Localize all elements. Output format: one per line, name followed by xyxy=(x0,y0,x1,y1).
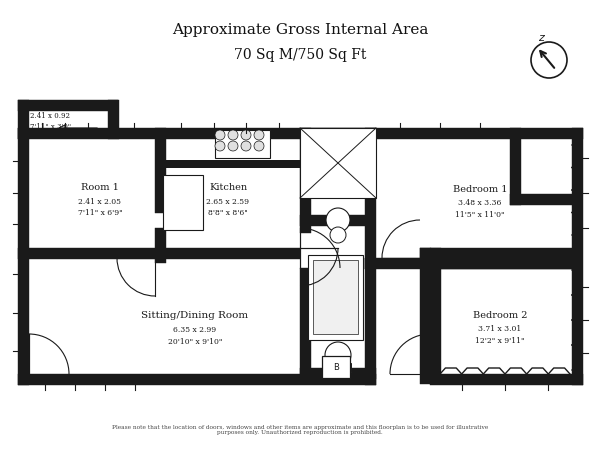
Circle shape xyxy=(228,130,238,140)
Bar xyxy=(18,128,583,385)
Bar xyxy=(163,160,300,168)
Text: 2.65 x 2.59: 2.65 x 2.59 xyxy=(206,198,250,206)
Bar xyxy=(430,374,583,385)
Circle shape xyxy=(330,227,346,243)
Bar xyxy=(155,228,166,263)
Bar xyxy=(322,356,350,378)
Bar xyxy=(313,260,358,334)
Bar xyxy=(365,258,376,269)
Text: Balcony: Balcony xyxy=(30,101,64,109)
Bar xyxy=(300,268,311,374)
Text: Sitting/Dining Room: Sitting/Dining Room xyxy=(142,311,248,319)
Text: 2.41 x 2.05: 2.41 x 2.05 xyxy=(79,198,121,206)
Bar xyxy=(300,128,376,139)
Bar xyxy=(430,258,572,269)
Bar xyxy=(300,128,311,233)
Bar xyxy=(165,248,300,259)
Bar xyxy=(510,194,572,205)
Text: 70 Sq M/750 Sq Ft: 70 Sq M/750 Sq Ft xyxy=(234,48,366,62)
Bar xyxy=(108,100,119,139)
Circle shape xyxy=(215,130,225,140)
Bar xyxy=(18,100,118,128)
Text: z: z xyxy=(538,33,544,43)
Bar xyxy=(155,128,166,213)
Bar xyxy=(308,255,363,340)
Bar xyxy=(420,248,431,384)
Bar xyxy=(18,128,583,139)
Text: 2.41 x 0.92: 2.41 x 0.92 xyxy=(30,112,70,120)
Bar xyxy=(325,363,351,372)
Circle shape xyxy=(325,342,351,368)
Circle shape xyxy=(215,141,225,151)
Text: 20'10" x 9'10": 20'10" x 9'10" xyxy=(168,338,222,346)
Bar xyxy=(18,100,29,139)
Bar xyxy=(430,248,441,374)
Bar xyxy=(420,248,573,259)
Circle shape xyxy=(228,141,238,151)
Text: Room 1: Room 1 xyxy=(81,183,119,193)
Bar xyxy=(18,248,155,259)
Text: 11'5" x 11'0": 11'5" x 11'0" xyxy=(455,211,505,219)
Bar xyxy=(300,215,365,226)
Bar xyxy=(18,128,29,385)
Circle shape xyxy=(326,208,350,232)
Text: 6.35 x 2.99: 6.35 x 2.99 xyxy=(173,326,217,334)
Text: Kitchen: Kitchen xyxy=(209,183,247,193)
Text: 12'2" x 9'11": 12'2" x 9'11" xyxy=(475,337,525,345)
Bar xyxy=(163,175,203,230)
Bar xyxy=(300,368,376,379)
Circle shape xyxy=(241,130,251,140)
Text: Bedroom 1: Bedroom 1 xyxy=(453,186,507,194)
Text: Please note that the location of doors, windows and other items are approximate : Please note that the location of doors, … xyxy=(112,425,488,435)
Text: 3.48 x 3.36: 3.48 x 3.36 xyxy=(458,199,502,207)
Bar xyxy=(365,258,572,269)
Bar xyxy=(18,374,376,385)
Bar xyxy=(365,128,376,385)
Text: 7'11" x 6'9": 7'11" x 6'9" xyxy=(77,209,122,217)
Bar xyxy=(572,128,583,385)
Text: 8'8" x 8'6": 8'8" x 8'6" xyxy=(208,209,248,217)
Bar xyxy=(510,128,521,205)
Text: 3.71 x 3.01: 3.71 x 3.01 xyxy=(478,325,521,333)
Circle shape xyxy=(254,130,264,140)
Text: B: B xyxy=(333,363,339,371)
Text: 7'11" x 3'0": 7'11" x 3'0" xyxy=(30,123,71,131)
Text: Approximate Gross Internal Area: Approximate Gross Internal Area xyxy=(172,23,428,37)
Circle shape xyxy=(241,141,251,151)
Bar xyxy=(215,130,270,158)
Circle shape xyxy=(254,141,264,151)
Bar xyxy=(311,139,365,368)
Bar xyxy=(300,128,376,198)
Bar xyxy=(18,100,118,111)
Text: Bedroom 2: Bedroom 2 xyxy=(473,311,527,319)
